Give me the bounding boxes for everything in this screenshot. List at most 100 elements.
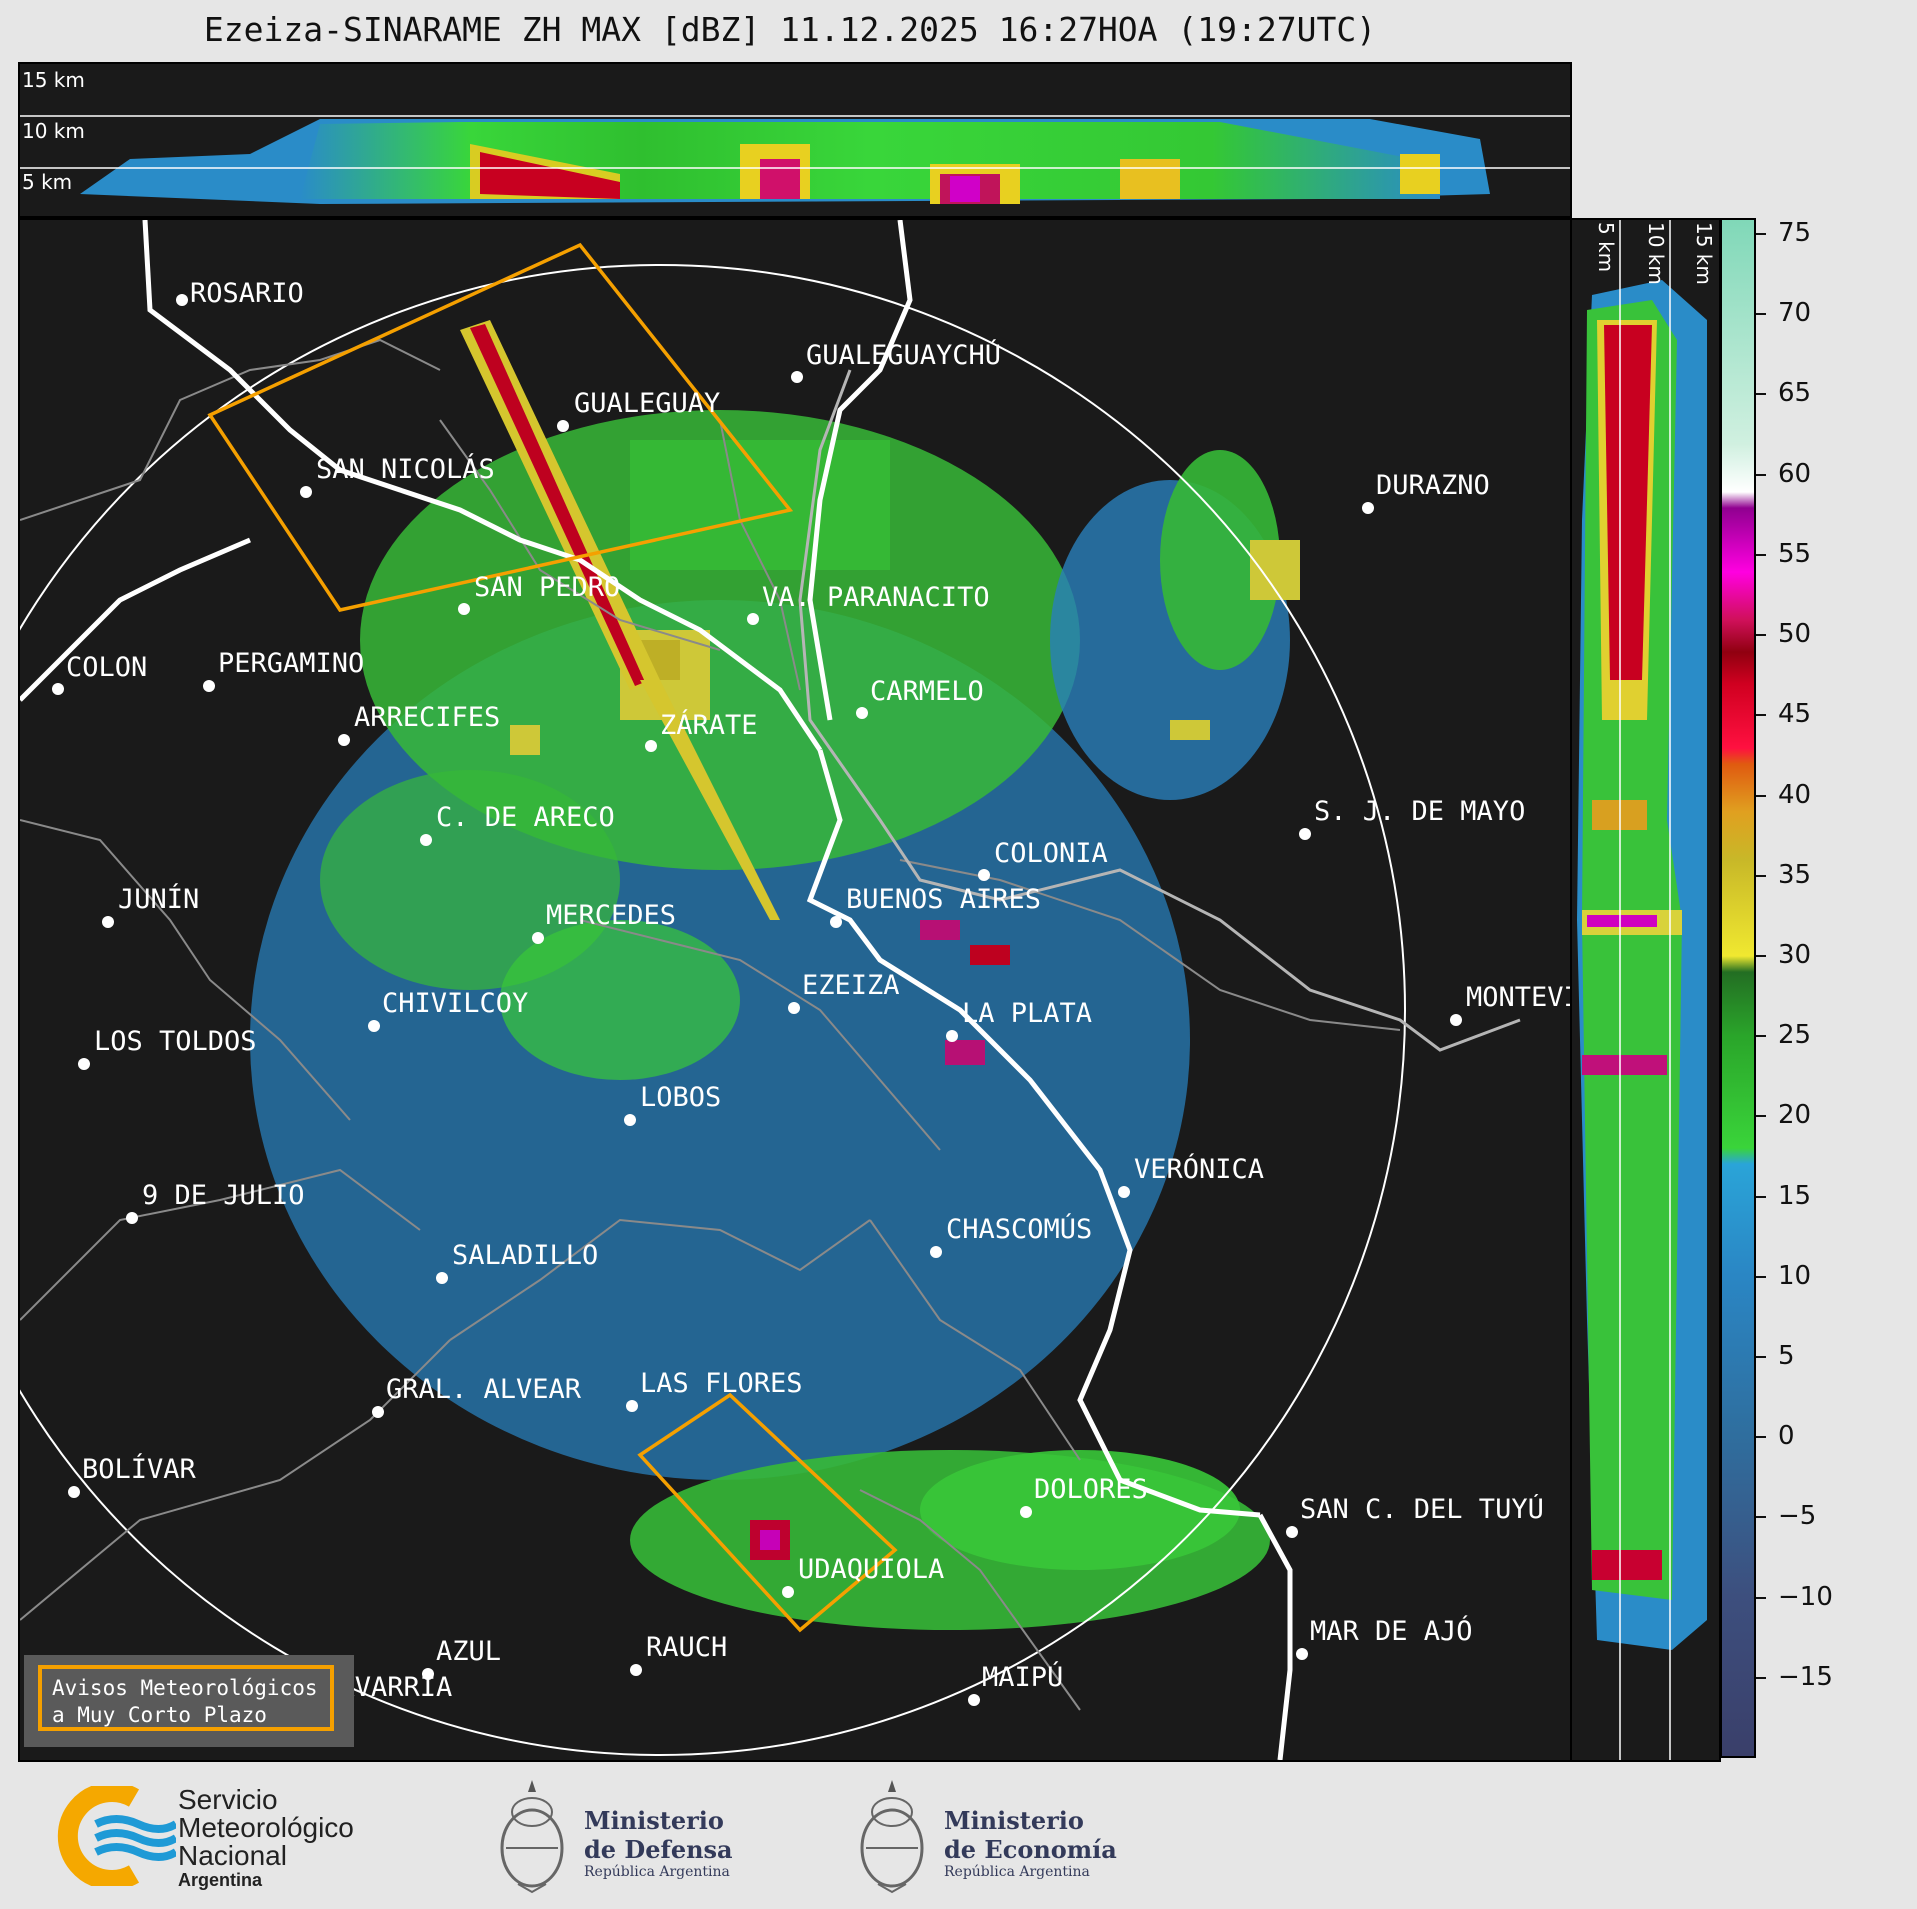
city-dot-lobos	[624, 1114, 636, 1126]
city-dot-gral-alvear	[372, 1406, 384, 1418]
city-label-colon: COLON	[66, 652, 148, 683]
city-label-bolivar: BOLÍVAR	[82, 1454, 196, 1485]
city-label-mar-de-ajo: MAR DE AJÓ	[1310, 1616, 1473, 1647]
warning-legend-frame: Avisos Meteorológicos a Muy Corto Plazo	[38, 1665, 334, 1731]
economia-seal-icon	[856, 1776, 928, 1896]
city-label-gualeguaychu: GUALEGUAYCHÚ	[806, 340, 1002, 371]
colorbar-tick	[1756, 1516, 1766, 1519]
city-label-san-pedro: SAN PEDRO	[474, 572, 621, 603]
city-dot-bolivar	[68, 1486, 80, 1498]
radar-map-graphics	[20, 220, 1521, 1760]
city-label-rauch: RAUCH	[646, 1632, 728, 1663]
city-dot-la-plata	[946, 1030, 958, 1042]
city-label-maipu: MAIPÚ	[982, 1662, 1064, 1693]
city-label-carmelo: CARMELO	[870, 676, 984, 707]
city-dot-sj-de-mayo	[1299, 828, 1311, 840]
colorbar-tick	[1756, 1436, 1766, 1439]
city-dot-mar-de-ajo	[1296, 1648, 1308, 1660]
city-dot-colon	[52, 683, 64, 695]
city-dot-mercedes	[532, 932, 544, 944]
colorbar-tick-label: 70	[1778, 298, 1812, 329]
colorbar-tick	[1756, 714, 1766, 717]
coast-rivers	[20, 220, 1293, 1760]
warning-polygon-north	[207, 242, 794, 612]
colorbar-tick-label: 0	[1778, 1421, 1795, 1452]
defensa-line-3: República Argentina	[584, 1864, 730, 1880]
city-dot-los-toldos	[78, 1058, 90, 1070]
city-dot-buenos-aires	[830, 916, 842, 928]
city-dot-9-de-julio	[126, 1212, 138, 1224]
city-dot-maipu	[968, 1694, 980, 1706]
colorbar-tick	[1756, 1275, 1766, 1278]
smn-line-3: Nacional	[178, 1840, 287, 1871]
city-label-chivilcoy: CHIVILCOY	[382, 988, 529, 1019]
colorbar-tick	[1756, 1355, 1766, 1358]
top-cross-section-panel: 15 km 10 km 5 km	[18, 62, 1572, 218]
colorbar-tick-label: 50	[1778, 619, 1812, 650]
city-dot-saladillo	[436, 1272, 448, 1284]
legend-line-2: a Muy Corto Plazo	[52, 1703, 267, 1727]
uruguay-coast	[798, 369, 1521, 1052]
smn-line-1: Servicio	[178, 1784, 278, 1815]
defensa-seal-icon	[496, 1776, 568, 1896]
smn-line-2: Meteorológico	[178, 1812, 354, 1843]
colorbar-tick	[1756, 1195, 1766, 1198]
city-dot-dolores	[1020, 1506, 1032, 1518]
city-dot-zarate	[645, 740, 657, 752]
side-altitude-label-15: 15 km	[1692, 222, 1716, 285]
colorbar-tick	[1756, 874, 1766, 877]
radar-map-panel: ROSARIO GUALEGUAYCHÚ GUALEGUAY SAN NICOL…	[18, 218, 1572, 1762]
chart-title: Ezeiza-SINARAME ZH MAX [dBZ] 11.12.2025 …	[203, 10, 1377, 49]
city-dot-montevideo	[1450, 1014, 1462, 1026]
city-dot-san-pedro	[458, 603, 470, 615]
city-label-va-paranacito: VA. PARANACITO	[762, 582, 990, 613]
legend-line-1: Avisos Meteorológicos	[52, 1676, 318, 1700]
colorbar-tick-label: 75	[1778, 218, 1812, 249]
city-label-ezeiza: EZEIZA	[802, 970, 900, 1001]
city-label-buenos-aires: BUENOS AIRES	[846, 884, 1042, 915]
city-dot-arrecifes	[338, 734, 350, 746]
city-label-san-nicolas: SAN NICOLÁS	[316, 454, 495, 485]
city-dot-gualeguaychu	[791, 371, 803, 383]
top-altitude-label-15: 15 km	[22, 68, 85, 92]
smn-logo	[56, 1786, 176, 1886]
city-dot-colonia	[978, 869, 990, 881]
city-label-sj-de-mayo: S. J. DE MAYO	[1314, 796, 1526, 827]
warning-legend: Avisos Meteorológicos a Muy Corto Plazo	[24, 1655, 354, 1747]
city-dot-carmelo	[856, 707, 868, 719]
colorbar-tick-label: 30	[1778, 939, 1812, 970]
city-dot-va-paranacito	[747, 613, 759, 625]
city-dot-gualeguay	[557, 420, 569, 432]
side-cross-section-echo	[1577, 220, 1707, 1760]
city-dot-san-c-del-tuyu	[1286, 1526, 1298, 1538]
city-label-pergamino: PERGAMINO	[218, 648, 365, 679]
economia-line-1: Ministerio	[944, 1806, 1084, 1835]
top-cross-section-echo	[20, 115, 1570, 204]
colorbar-tick-label: −15	[1778, 1661, 1833, 1692]
colorbar-tick	[1756, 954, 1766, 957]
city-label-gualeguay: GUALEGUAY	[574, 388, 721, 419]
colorbar-tick-label: 65	[1778, 378, 1812, 409]
defensa-line-2: de Defensa	[584, 1835, 733, 1864]
city-label-arrecifes: ARRECIFES	[354, 702, 501, 733]
city-dot-pergamino	[203, 680, 215, 692]
city-dot-junin	[102, 916, 114, 928]
city-label-las-flores: LAS FLORES	[640, 1368, 803, 1399]
colorbar-tick-label: 20	[1778, 1100, 1812, 1131]
economia-logo-text: Ministerio de Economía República Argenti…	[944, 1806, 1117, 1880]
city-dot-durazno	[1362, 502, 1374, 514]
colorbar-tick	[1756, 553, 1766, 556]
colorbar-tick	[1756, 393, 1766, 396]
city-label-c-de-areco: C. DE ARECO	[436, 802, 615, 833]
city-label-dolores: DOLORES	[1034, 1474, 1148, 1505]
city-label-veronica: VERÓNICA	[1134, 1154, 1265, 1185]
colorbar-tick	[1756, 1035, 1766, 1038]
city-label-junin: JUNÍN	[118, 884, 200, 915]
city-dot-san-nicolas	[300, 486, 312, 498]
smn-logo-icon	[57, 1786, 176, 1886]
city-dot-las-flores	[626, 1400, 638, 1412]
colorbar-tick	[1756, 473, 1766, 476]
city-dot-chascomus	[930, 1246, 942, 1258]
city-label-9-de-julio: 9 DE JULIO	[142, 1180, 305, 1211]
city-label-saladillo: SALADILLO	[452, 1240, 599, 1271]
